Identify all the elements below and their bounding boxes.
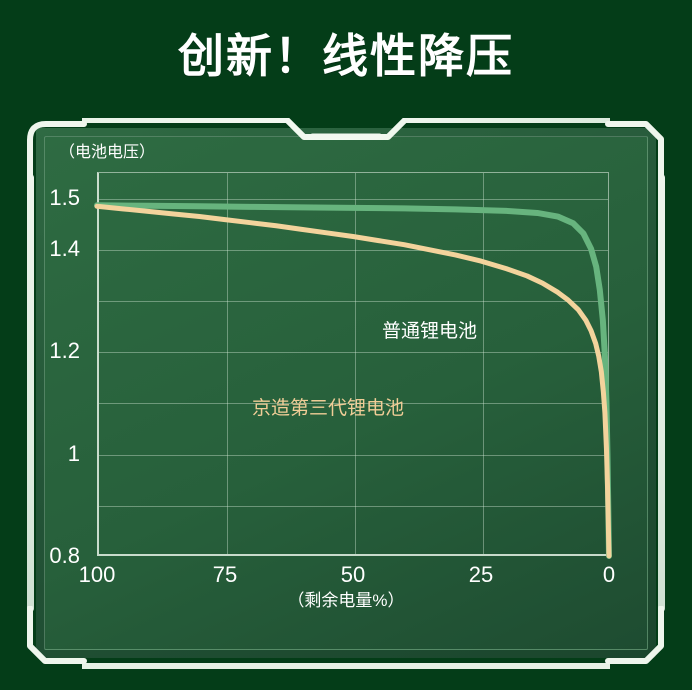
x-axis-tick-label: 0 [602,562,616,587]
y-axis-tick-label: 1.4 [49,235,80,261]
gridline-vertical [227,173,228,554]
x-axis-tick-label: 25 [468,562,494,587]
series-line-normal [97,205,609,556]
y-axis-tick-label: 1.5 [49,184,80,210]
y-axis-title: （电池电压） [59,144,156,161]
y-axis-tick-label: 0.8 [49,543,80,568]
chart-panel-inner [44,136,648,650]
gridline-horizontal [99,403,608,405]
frame-edge-top [79,117,613,144]
series-label-normal: 普通锂电池 [382,321,478,342]
series-line-premium [97,206,609,556]
x-axis-tick-label: 100 [78,562,116,587]
gridline-horizontal [99,454,608,456]
gridline-horizontal [99,301,608,302]
gridline-horizontal [99,505,608,507]
y-axis-tick-label: 1.2 [49,338,80,364]
frame-edge-bottom [79,656,613,669]
plot-area [97,172,609,556]
x-axis-tick-label: 75 [212,562,238,587]
frame-edge-right [658,174,665,612]
gridline-horizontal [99,249,608,251]
data-curves [97,172,609,556]
x-axis-title: （剩余电量%） [287,591,405,610]
frame-edge-left [27,174,34,612]
gridline-horizontal [99,352,608,354]
page-title-bar: 创新！线性降压 [0,0,692,105]
plot-gridlines [99,173,608,554]
gridline-horizontal [99,198,608,200]
x-axis-tick-label: 50 [340,562,366,587]
y-axis-tick-label: 1 [67,440,80,466]
gridline-vertical [483,173,484,554]
page-title: 创新！线性降压 [178,29,514,82]
chart: （电池电压） （剩余电量%） 1.5 1.4 1.2 1 0.8 100 75 50 25 0 … [26,118,666,668]
gridline-vertical [355,173,356,554]
chart-card: （电池电压） （剩余电量%） 1.5 1.4 1.2 1 0.8 100 75 50 25 0 … [26,117,666,669]
series-label-premium: 京造第三代锂电池 [252,398,405,419]
